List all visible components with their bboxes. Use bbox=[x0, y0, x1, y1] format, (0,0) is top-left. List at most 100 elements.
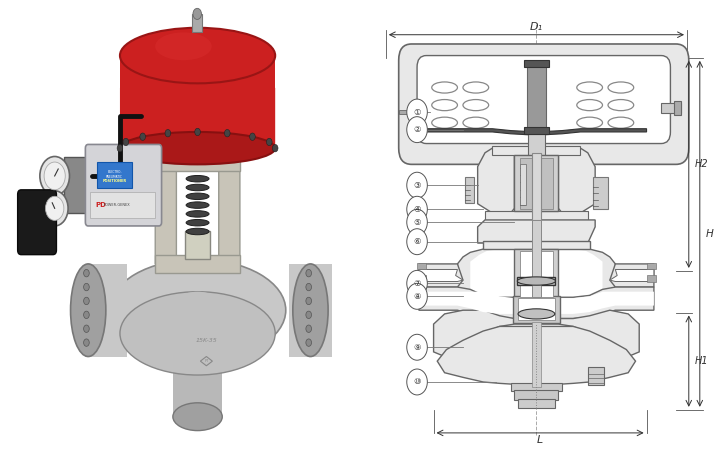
Circle shape bbox=[306, 311, 312, 319]
Ellipse shape bbox=[186, 219, 209, 226]
Ellipse shape bbox=[71, 264, 106, 357]
Bar bbox=[185, 232, 210, 259]
Circle shape bbox=[407, 117, 428, 143]
Circle shape bbox=[407, 334, 428, 360]
Circle shape bbox=[407, 99, 428, 125]
Ellipse shape bbox=[517, 277, 556, 285]
Bar bbox=[523, 60, 549, 67]
Text: ⑩: ⑩ bbox=[413, 377, 420, 387]
Circle shape bbox=[84, 283, 89, 291]
Bar bbox=[399, 110, 420, 114]
Bar bbox=[528, 134, 545, 176]
Polygon shape bbox=[419, 292, 654, 314]
Text: POSITIONER: POSITIONER bbox=[102, 180, 127, 183]
Ellipse shape bbox=[120, 28, 275, 83]
Bar bbox=[523, 127, 549, 134]
Ellipse shape bbox=[186, 228, 209, 235]
Bar bbox=[514, 390, 559, 400]
Ellipse shape bbox=[156, 32, 212, 60]
Bar bbox=[97, 162, 132, 188]
Bar bbox=[417, 275, 426, 282]
Circle shape bbox=[84, 339, 89, 346]
Bar bbox=[532, 322, 541, 387]
Circle shape bbox=[123, 138, 129, 146]
Circle shape bbox=[266, 138, 272, 146]
Bar bbox=[518, 399, 554, 408]
Bar bbox=[289, 264, 332, 357]
Circle shape bbox=[306, 339, 312, 346]
Text: ②: ② bbox=[413, 125, 420, 134]
Bar bbox=[156, 153, 240, 171]
Text: POWER-GENEX: POWER-GENEX bbox=[104, 203, 131, 206]
Circle shape bbox=[44, 162, 66, 190]
Circle shape bbox=[250, 133, 256, 140]
Ellipse shape bbox=[109, 259, 286, 361]
Bar bbox=[510, 383, 562, 391]
Text: ⑨: ⑨ bbox=[413, 343, 420, 352]
Polygon shape bbox=[559, 148, 595, 218]
Circle shape bbox=[193, 8, 202, 19]
Ellipse shape bbox=[186, 202, 209, 208]
Text: ⑥: ⑥ bbox=[413, 237, 420, 246]
Bar bbox=[647, 275, 656, 282]
Bar bbox=[63, 157, 89, 213]
Text: ⑤: ⑤ bbox=[413, 218, 420, 227]
Polygon shape bbox=[457, 249, 616, 297]
Circle shape bbox=[194, 128, 200, 136]
Polygon shape bbox=[419, 287, 654, 319]
FancyBboxPatch shape bbox=[417, 56, 670, 144]
Bar bbox=[517, 277, 556, 285]
Text: ①: ① bbox=[413, 107, 420, 117]
Polygon shape bbox=[433, 310, 639, 357]
Circle shape bbox=[407, 283, 428, 309]
Bar bbox=[647, 263, 656, 269]
Ellipse shape bbox=[120, 132, 275, 164]
Text: ④: ④ bbox=[413, 205, 420, 214]
Circle shape bbox=[84, 325, 89, 332]
Circle shape bbox=[306, 269, 312, 277]
FancyBboxPatch shape bbox=[17, 190, 56, 255]
Bar bbox=[661, 103, 681, 113]
Bar bbox=[521, 164, 526, 205]
Circle shape bbox=[40, 156, 70, 195]
Bar bbox=[532, 153, 541, 220]
Bar bbox=[156, 255, 240, 273]
Ellipse shape bbox=[186, 211, 209, 217]
Circle shape bbox=[117, 144, 123, 152]
Polygon shape bbox=[610, 269, 654, 282]
Circle shape bbox=[407, 196, 428, 222]
Circle shape bbox=[84, 297, 89, 305]
Bar bbox=[593, 177, 608, 209]
Bar bbox=[513, 296, 560, 323]
Circle shape bbox=[84, 311, 89, 319]
Ellipse shape bbox=[186, 175, 209, 182]
Polygon shape bbox=[477, 148, 514, 218]
Bar bbox=[173, 306, 222, 417]
Polygon shape bbox=[419, 269, 463, 282]
Bar bbox=[514, 249, 559, 297]
Text: H: H bbox=[706, 229, 713, 239]
Bar bbox=[85, 264, 127, 357]
Polygon shape bbox=[426, 129, 647, 135]
Text: L: L bbox=[537, 435, 543, 445]
Ellipse shape bbox=[186, 193, 209, 200]
Text: H1: H1 bbox=[694, 356, 708, 366]
Circle shape bbox=[306, 325, 312, 332]
Ellipse shape bbox=[173, 292, 222, 319]
Circle shape bbox=[41, 191, 68, 226]
Bar bbox=[518, 298, 554, 320]
Text: ⑧: ⑧ bbox=[413, 292, 420, 301]
Bar bbox=[514, 155, 559, 211]
Text: ELECTRO-
PNEUMATIC: ELECTRO- PNEUMATIC bbox=[107, 170, 123, 179]
Circle shape bbox=[272, 144, 278, 152]
FancyBboxPatch shape bbox=[86, 144, 161, 226]
Circle shape bbox=[407, 270, 428, 296]
Text: D₁: D₁ bbox=[530, 22, 543, 32]
Polygon shape bbox=[470, 249, 603, 297]
Circle shape bbox=[225, 130, 230, 137]
Text: 15K-35: 15K-35 bbox=[196, 338, 217, 343]
Bar bbox=[465, 177, 474, 203]
Circle shape bbox=[407, 209, 428, 235]
Text: PT: PT bbox=[204, 359, 209, 363]
Bar bbox=[520, 158, 553, 209]
